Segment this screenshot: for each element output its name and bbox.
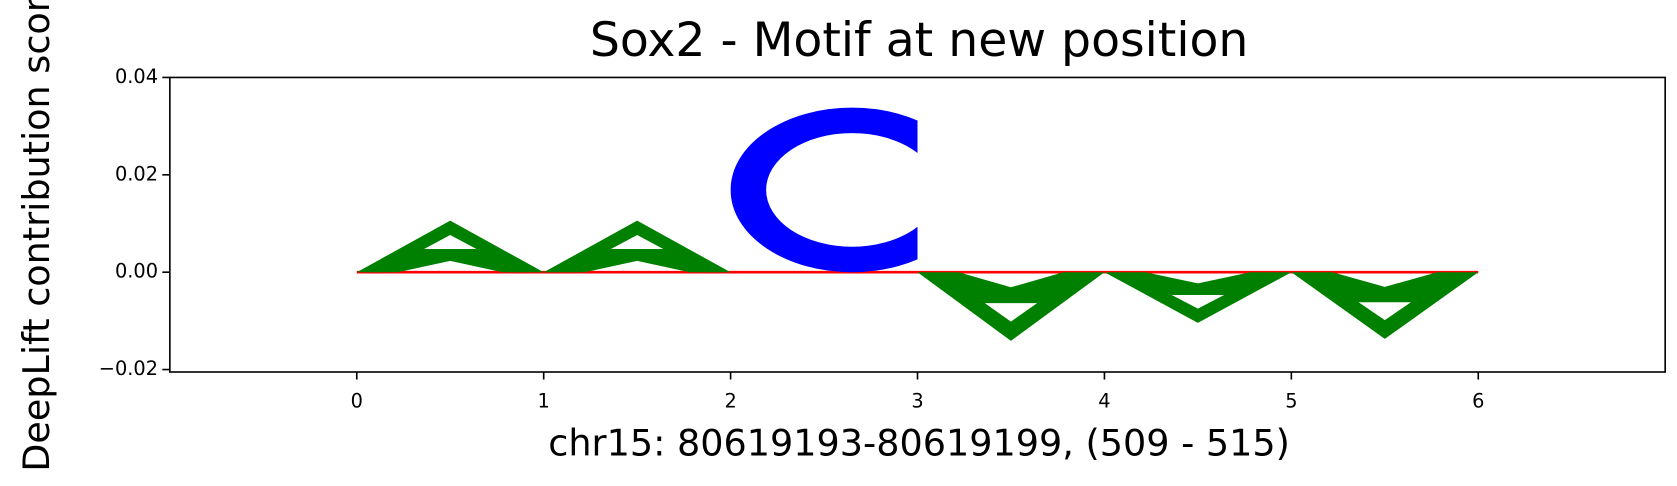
letter-a [1104, 272, 1292, 323]
chart-title: Sox2 - Motif at new position [590, 13, 1249, 68]
y-tick-label: 0.00 [115, 260, 158, 283]
y-axis-label: DeepLift contribution score [15, 0, 58, 472]
x-tick-label: 6 [1472, 390, 1484, 413]
x-tick-label: 1 [538, 390, 550, 413]
letter-c [730, 107, 918, 273]
x-tick-label: 2 [724, 390, 736, 413]
x-tick-label: 0 [351, 390, 363, 413]
y-tick-label: 0.02 [115, 162, 158, 185]
plot-frame [169, 76, 1666, 373]
letter-a [917, 272, 1105, 341]
letter-a [543, 220, 731, 273]
x-tick-label: 4 [1098, 390, 1110, 413]
letter-a [356, 220, 544, 273]
y-tick-label: 0.04 [115, 65, 158, 88]
x-tick-label: 3 [911, 390, 923, 413]
letter-a [1291, 272, 1479, 339]
y-tick-label: −0.02 [99, 357, 158, 380]
x-axis-label: chr15: 80619193-80619199, (509 - 515) [548, 422, 1290, 465]
x-tick-label: 5 [1285, 390, 1297, 413]
